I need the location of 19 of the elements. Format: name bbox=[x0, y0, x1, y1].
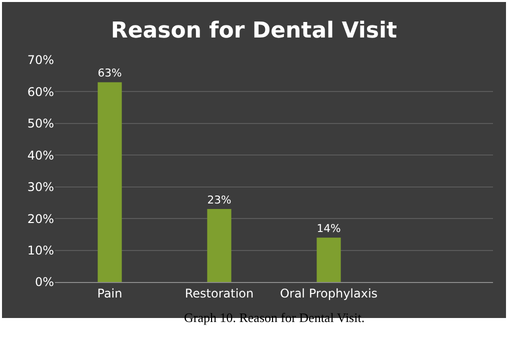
data-label: 23% bbox=[207, 193, 232, 206]
data-label: 14% bbox=[316, 222, 341, 235]
bar bbox=[316, 238, 341, 282]
x-tick-label: Oral Prophylaxis bbox=[280, 286, 378, 300]
y-tick-label: 60% bbox=[27, 84, 54, 99]
x-tick-label: Pain bbox=[97, 286, 122, 300]
y-tick-label: 40% bbox=[27, 148, 54, 162]
y-tick-label: 70% bbox=[27, 53, 54, 68]
caption: Graph 10. Reason for Dental Visit. bbox=[184, 310, 365, 325]
bar bbox=[207, 209, 232, 282]
y-tick-label: 0% bbox=[34, 275, 54, 290]
y-tick-label: 10% bbox=[27, 243, 54, 258]
y-tick-label: 20% bbox=[27, 212, 54, 226]
x-tick-label: Restoration bbox=[184, 286, 254, 300]
y-tick-label: 30% bbox=[27, 180, 54, 194]
chart-title: Reason for Dental Visit bbox=[110, 18, 398, 44]
data-label: 63% bbox=[98, 66, 122, 80]
bar bbox=[98, 82, 122, 282]
y-tick-label: 50% bbox=[27, 116, 54, 131]
